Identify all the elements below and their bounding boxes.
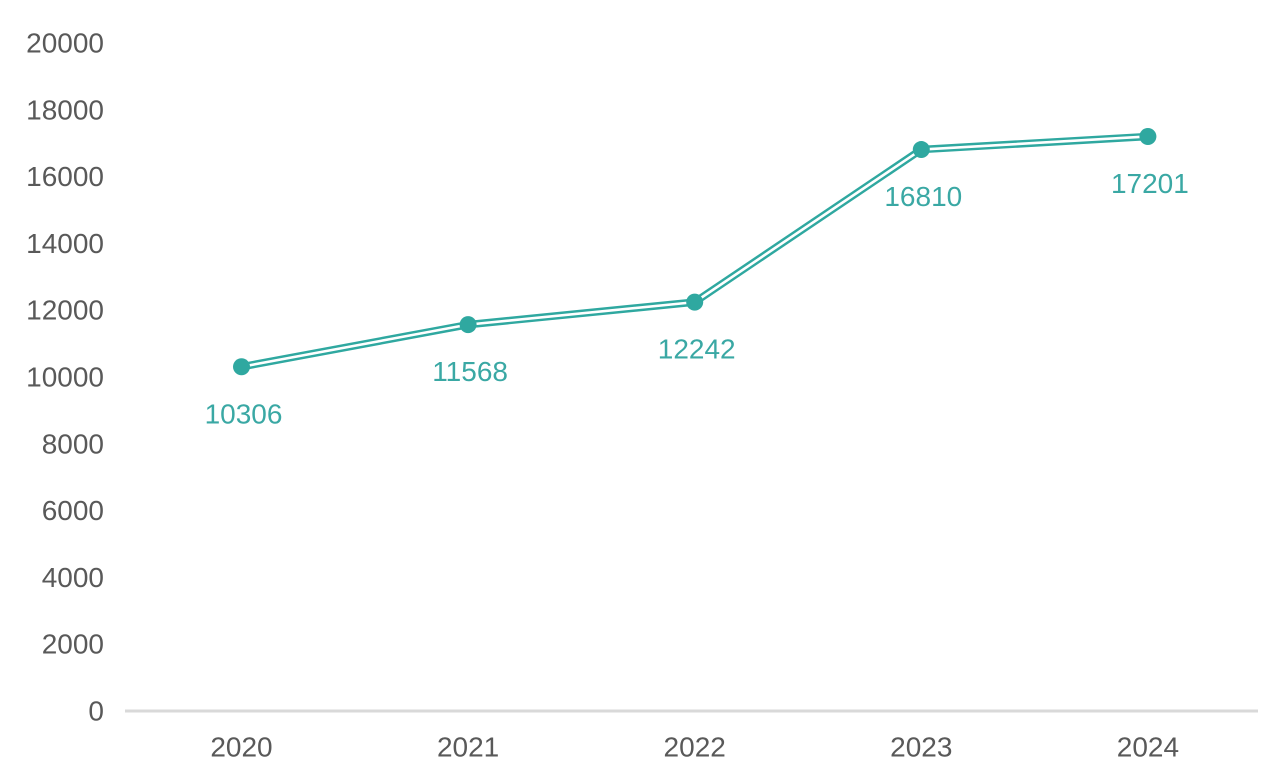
y-tick-label: 2000: [42, 629, 104, 660]
x-tick-label: 2021: [437, 732, 499, 763]
data-label: 11568: [432, 356, 508, 387]
data-label: 12242: [658, 334, 736, 365]
data-point-marker-2020: [233, 358, 250, 376]
data-label: 16810: [884, 181, 962, 212]
x-tick-label: 2023: [890, 732, 952, 763]
data-point-marker-2021: [459, 316, 477, 334]
y-tick-label: 18000: [26, 94, 104, 125]
y-tick-label: 8000: [42, 428, 104, 459]
series-line: [237, 132, 1152, 371]
y-tick-label: 12000: [26, 295, 104, 326]
data-label: 17201: [1111, 168, 1189, 199]
y-tick-label: 4000: [42, 562, 104, 593]
data-label: 10306: [205, 398, 283, 429]
x-tick-label: 2024: [1117, 732, 1179, 763]
data-point-marker-2024: [1139, 127, 1157, 145]
y-tick-label: 6000: [42, 495, 104, 526]
y-tick-label: 20000: [26, 28, 104, 59]
y-tick-label: 14000: [26, 228, 104, 259]
y-tick-label: 0: [88, 696, 104, 727]
data-point-marker-2022: [686, 293, 704, 311]
x-tick-label: 2022: [664, 732, 726, 763]
data-point-marker-2023: [912, 141, 930, 159]
y-tick-label: 16000: [26, 161, 104, 192]
series-line-inner-stripe: [241, 135, 1148, 369]
y-tick-label: 10000: [26, 362, 104, 393]
x-tick-label: 2020: [210, 732, 272, 763]
